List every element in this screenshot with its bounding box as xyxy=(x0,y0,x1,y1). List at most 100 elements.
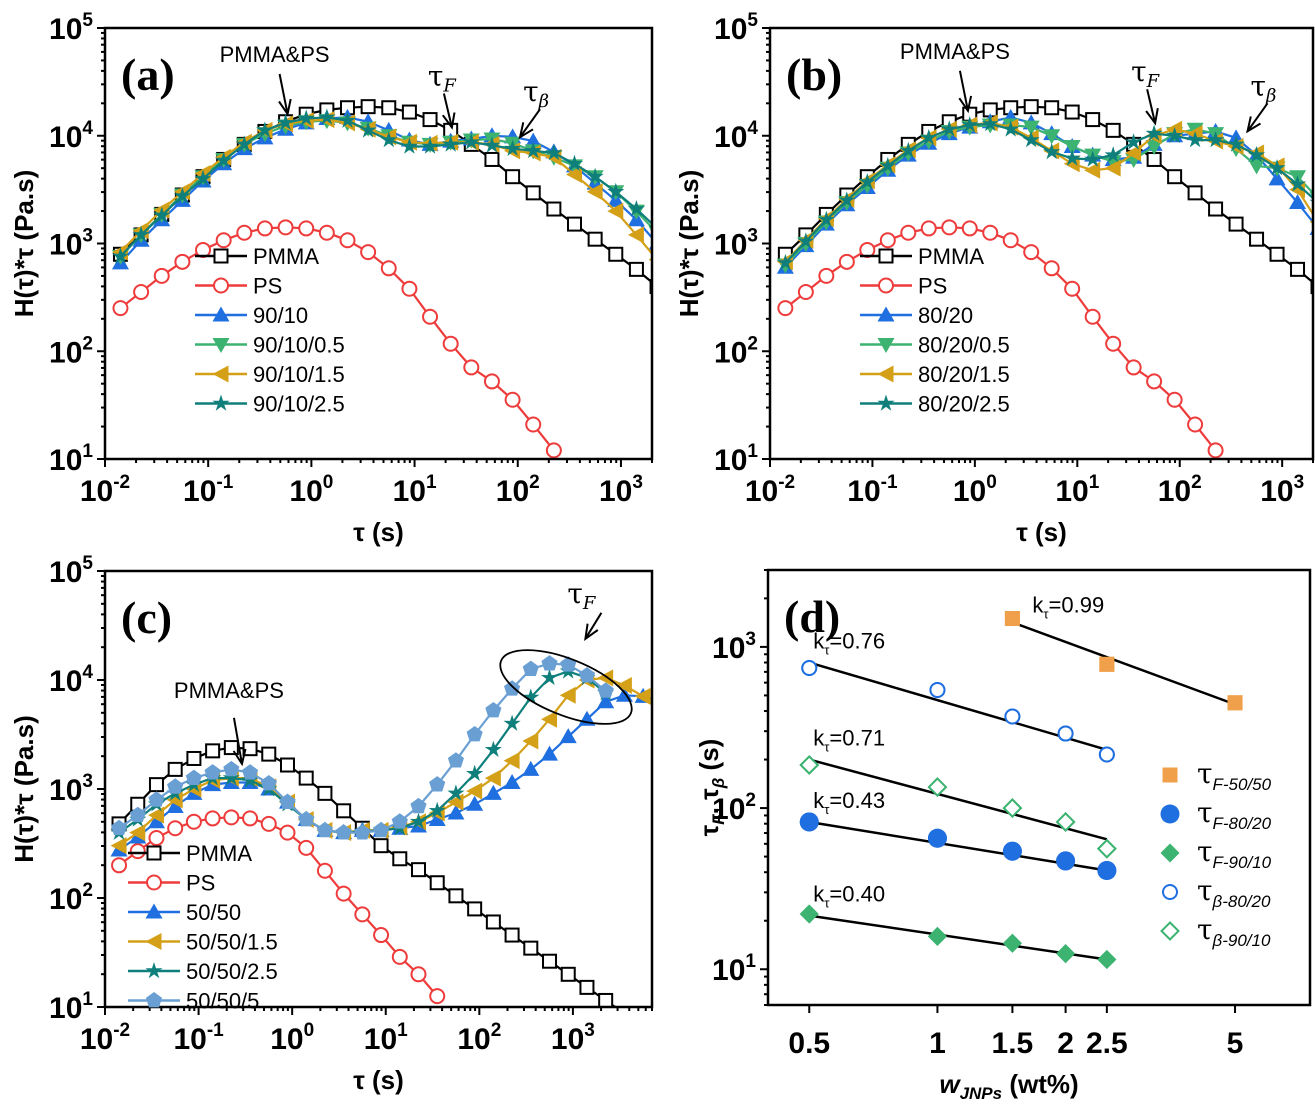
legend-item: 90/10/2.5 xyxy=(195,392,345,417)
data-point xyxy=(277,219,294,236)
data-point xyxy=(1227,135,1245,152)
legend-marker xyxy=(145,962,163,979)
annotation-arrow-head xyxy=(518,122,534,140)
x-tick-label: 2.5 xyxy=(1086,1027,1128,1060)
x-axis-title: τ (s) xyxy=(353,517,404,547)
x-tick-label: 10-2 xyxy=(80,1020,130,1056)
annotation: PMMA&PS xyxy=(220,42,330,117)
data-point xyxy=(185,769,202,785)
plot-frame xyxy=(766,568,1312,1007)
data-point xyxy=(524,132,542,148)
data-point xyxy=(205,743,221,759)
data-point xyxy=(215,232,232,249)
x-axis-title: τ (s) xyxy=(1016,517,1067,547)
data-point xyxy=(1268,170,1286,186)
annotation-arrow-head xyxy=(278,98,292,117)
data-point xyxy=(503,752,520,770)
x-tick-label: 2 xyxy=(1057,1027,1074,1060)
data-point xyxy=(339,232,356,249)
data-point xyxy=(373,838,389,854)
fit-3: kτ=0.76 xyxy=(808,629,1108,751)
data-point xyxy=(1228,216,1244,232)
panel-label: (c) xyxy=(121,592,172,643)
data-point xyxy=(1125,133,1143,150)
data-point xyxy=(317,785,333,801)
panel-label: (d) xyxy=(784,591,840,642)
k-label: kτ=0.40 xyxy=(813,882,885,911)
y-tick-label: 103 xyxy=(49,771,93,807)
data-point xyxy=(1055,812,1076,832)
data-point xyxy=(961,220,978,237)
data-point xyxy=(298,770,314,786)
data-point xyxy=(256,121,274,138)
data-point xyxy=(447,752,464,768)
y-tick-label: 101 xyxy=(714,441,758,477)
data-point xyxy=(447,804,465,820)
data-point xyxy=(627,226,644,244)
legend-label: τF-90/10 xyxy=(1197,835,1272,872)
legend-label: τF-50/50 xyxy=(1197,757,1272,794)
legend-item: τβ-80/20 xyxy=(1162,874,1271,911)
data-point xyxy=(503,773,521,789)
data-point xyxy=(522,660,539,676)
x-tick-label: 102 xyxy=(1158,472,1202,508)
annotation-label: τF xyxy=(428,59,458,96)
legend-label: PS xyxy=(253,274,282,299)
data-point xyxy=(360,244,377,261)
data-point xyxy=(391,948,408,965)
data-point xyxy=(185,813,202,830)
x-tick-label: 10-1 xyxy=(183,472,234,508)
legend-marker xyxy=(146,874,162,891)
data-point xyxy=(166,797,184,813)
data-point xyxy=(523,940,539,956)
data-point xyxy=(929,682,946,699)
data-point xyxy=(927,828,947,848)
annotation-label: τβ xyxy=(523,75,549,112)
data-point xyxy=(1056,851,1076,871)
y-tick-label: 104 xyxy=(49,662,93,698)
data-point xyxy=(541,710,558,728)
legend-marker xyxy=(1162,767,1178,783)
annotation: τF xyxy=(428,59,458,130)
data-point xyxy=(429,875,445,891)
markers-τβ-90/10 xyxy=(799,755,1117,859)
data-point xyxy=(1063,149,1081,166)
data-point xyxy=(504,927,520,943)
data-point xyxy=(1084,161,1101,179)
fit-2: kτ=0.40 xyxy=(809,882,1108,961)
data-point xyxy=(1023,99,1039,115)
data-point xyxy=(504,139,522,156)
x-tick-label: 100 xyxy=(270,1020,314,1056)
annotation: τβ xyxy=(518,75,549,140)
x-tick-label: 102 xyxy=(496,472,540,508)
data-point xyxy=(522,688,540,705)
data-point xyxy=(1043,129,1061,145)
data-point xyxy=(879,232,896,249)
legend-item: PMMA xyxy=(128,841,252,866)
data-point xyxy=(1208,201,1224,217)
data-point xyxy=(525,185,541,201)
data-point xyxy=(466,795,484,811)
data-point xyxy=(579,979,595,995)
panel-a: 10-2 10-1 100 101 102 103 101 102 103 104 105 τ (s)… xyxy=(9,10,654,547)
data-point xyxy=(298,220,315,237)
annotation: PMMA&PS xyxy=(174,678,284,767)
data-point xyxy=(1167,169,1183,185)
legend-label: 50/50/5 xyxy=(186,989,259,1014)
data-point xyxy=(541,668,559,686)
legend: PMMA PS 80/20 80/20/0.5 80/20/1.5 80/20/2.5 xyxy=(860,244,1010,417)
legend-marker xyxy=(212,306,230,322)
data-point xyxy=(1105,335,1122,352)
panel-c: 10-2 10-1 100 101 102 103 101 102 103 104 105 τ (s)… xyxy=(9,553,654,1095)
legend-label: PMMA xyxy=(186,841,252,866)
data-point xyxy=(466,764,484,781)
series-line xyxy=(784,226,1217,452)
data-point xyxy=(900,224,917,241)
fit-1: kτ=0.43 xyxy=(809,788,1108,872)
legend: PMMA PS 50/50 50/50/1.5 50/50/2.5 50/50/5 xyxy=(128,841,278,1014)
y-tick-label: 105 xyxy=(49,10,93,46)
x-tick-label: 5 xyxy=(1227,1027,1244,1060)
data-point xyxy=(1004,708,1021,725)
data-point xyxy=(1125,359,1142,376)
annotation-arrow-head xyxy=(232,748,247,767)
